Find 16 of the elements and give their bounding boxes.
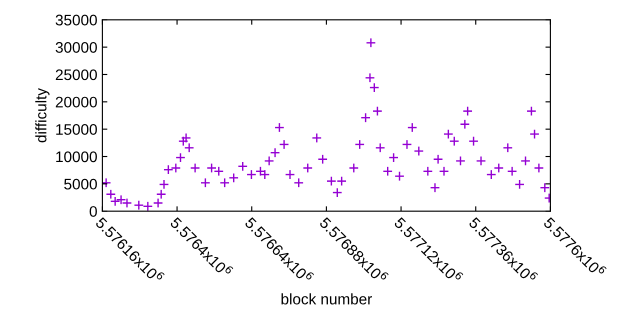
y-tick-label: 15000 bbox=[56, 124, 97, 135]
y-tick-label: 10000 bbox=[56, 151, 97, 162]
x-tick-label: 5.57688x10$^{6}$ bbox=[318, 214, 390, 285]
y-tick-label: 20000 bbox=[56, 96, 97, 108]
x-tick-label: 5.5776x10$^{6}$ bbox=[542, 214, 608, 279]
y-axis-title: difficulty bbox=[35, 88, 50, 142]
y-tick-label: 30000 bbox=[56, 42, 97, 53]
y-tick-label: 35000 bbox=[56, 14, 97, 26]
x-axis-title: block number bbox=[282, 293, 372, 304]
y-tick-label: 5000 bbox=[64, 178, 97, 190]
x-tick-label: 5.57736x10$^{6}$ bbox=[468, 214, 538, 285]
y-tick-label: 25000 bbox=[56, 69, 97, 80]
x-tick-label: 5.5764x10$^{6}$ bbox=[170, 214, 234, 279]
y-tick-label: 0 bbox=[90, 206, 97, 217]
x-tick-label: 5.57712x10$^{6}$ bbox=[394, 214, 464, 285]
x-tick-label: 5.57664x10$^{6}$ bbox=[244, 214, 314, 285]
